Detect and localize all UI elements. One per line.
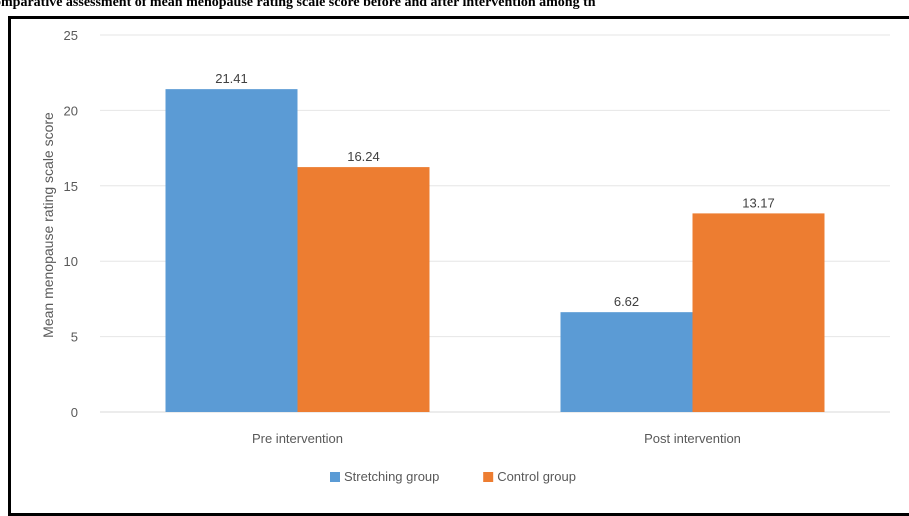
y-tick-label: 20 <box>64 103 78 118</box>
x-tick-label: Pre intervention <box>252 431 343 446</box>
y-tick-label: 5 <box>71 330 78 345</box>
data-label: 16.24 <box>347 149 380 164</box>
legend-label: Control group <box>497 469 576 484</box>
bars <box>165 89 825 412</box>
bar <box>692 213 825 412</box>
x-tick-label: Post intervention <box>644 431 741 446</box>
y-tick-label: 15 <box>64 179 78 194</box>
legend-swatch <box>483 472 494 482</box>
legend-label: Stretching group <box>344 469 439 484</box>
figure-title: omparative assessment of mean menopause … <box>0 0 596 10</box>
bar <box>165 89 298 412</box>
legend: Stretching group Control group <box>330 469 576 484</box>
data-labels: 21.41 16.24 6.62 13.17 <box>215 71 775 309</box>
data-label: 13.17 <box>742 195 775 210</box>
y-tick-label: 10 <box>64 254 78 269</box>
y-tick-label: 25 <box>64 28 78 43</box>
bar <box>297 167 430 412</box>
data-label: 21.41 <box>215 71 248 86</box>
bar <box>560 312 693 412</box>
y-tick-label: 0 <box>71 405 78 420</box>
legend-swatch <box>330 472 340 482</box>
y-tick-labels: 0 5 10 15 20 25 <box>64 28 78 420</box>
x-tick-labels: Pre intervention Post intervention <box>252 431 741 446</box>
data-label: 6.62 <box>614 294 639 309</box>
y-axis-label: Mean menopause rating scale score <box>40 112 56 338</box>
